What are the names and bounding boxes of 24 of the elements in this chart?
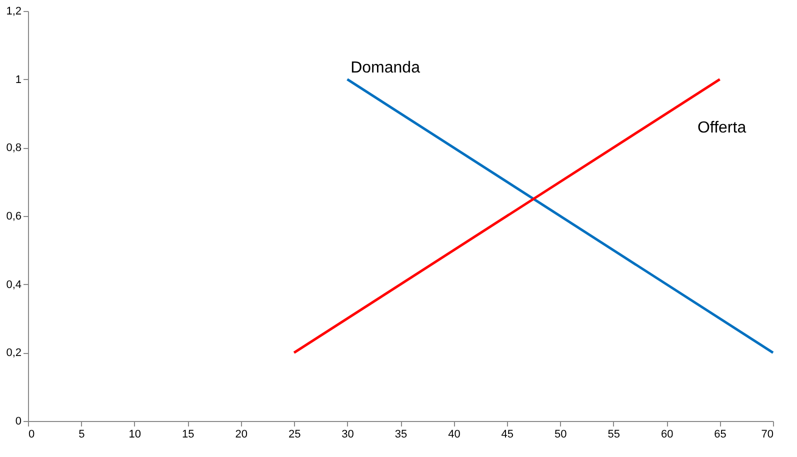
x-tick-label: 50: [554, 428, 567, 440]
x-tick-label: 60: [660, 428, 674, 440]
x-tick-label: 70: [761, 428, 774, 440]
x-tick-label: 65: [714, 428, 726, 440]
x-tick-label: 25: [288, 428, 301, 440]
x-tick-label: 45: [501, 428, 514, 440]
y-tick-label: 0,2: [6, 347, 22, 360]
series-label: Offerta: [697, 119, 746, 136]
x-tick-label: 5: [78, 428, 85, 440]
x-tick-label: 40: [448, 428, 460, 440]
x-tick-label: 20: [235, 428, 248, 440]
y-tick-label: 0,6: [6, 210, 22, 222]
x-tick-label: 55: [608, 428, 620, 440]
y-tick-label: 0,4: [6, 278, 22, 291]
x-tick-label: 35: [394, 428, 408, 440]
y-tick-label: 0,8: [6, 142, 22, 154]
y-tick-label: 0: [15, 416, 22, 428]
y-tick-label: 1,2: [6, 6, 22, 18]
x-tick-label: 30: [342, 428, 354, 440]
series-label: Domanda: [350, 59, 420, 76]
x-tick-label: 10: [128, 428, 142, 440]
x-tick-label: 0: [28, 428, 35, 440]
y-tick-label: 1: [15, 74, 22, 86]
x-tick-label: 15: [182, 428, 194, 440]
